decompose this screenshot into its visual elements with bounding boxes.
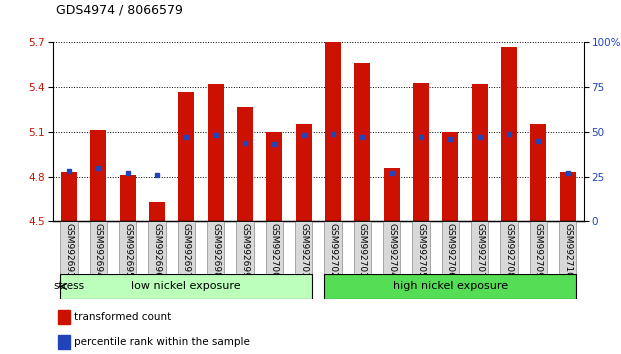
- FancyBboxPatch shape: [89, 221, 107, 274]
- Bar: [61, 172, 77, 221]
- Text: GSM992709: GSM992709: [534, 223, 543, 278]
- Bar: [58, 310, 70, 324]
- Text: GSM992705: GSM992705: [417, 223, 425, 278]
- Text: GSM992701: GSM992701: [299, 223, 308, 278]
- Text: percentile rank within the sample: percentile rank within the sample: [74, 337, 250, 347]
- Text: GSM992704: GSM992704: [387, 223, 396, 278]
- FancyBboxPatch shape: [148, 221, 166, 274]
- Text: GSM992703: GSM992703: [358, 223, 367, 278]
- Text: GSM992706: GSM992706: [446, 223, 455, 278]
- Text: GSM992710: GSM992710: [563, 223, 572, 278]
- Bar: [325, 42, 341, 221]
- FancyBboxPatch shape: [119, 221, 136, 274]
- Bar: [119, 175, 135, 221]
- Text: GSM992694: GSM992694: [94, 223, 102, 278]
- Text: transformed count: transformed count: [74, 312, 171, 322]
- FancyBboxPatch shape: [412, 221, 430, 274]
- Text: GDS4974 / 8066579: GDS4974 / 8066579: [56, 4, 183, 17]
- Text: GSM992702: GSM992702: [329, 223, 337, 278]
- FancyBboxPatch shape: [60, 274, 312, 299]
- Bar: [149, 202, 165, 221]
- Text: GSM992699: GSM992699: [240, 223, 250, 278]
- Bar: [237, 107, 253, 221]
- Bar: [442, 132, 458, 221]
- Bar: [501, 47, 517, 221]
- Bar: [58, 335, 70, 349]
- FancyBboxPatch shape: [559, 221, 576, 274]
- FancyBboxPatch shape: [442, 221, 459, 274]
- Bar: [207, 84, 224, 221]
- Text: GSM992707: GSM992707: [475, 223, 484, 278]
- FancyBboxPatch shape: [471, 221, 488, 274]
- FancyBboxPatch shape: [60, 221, 78, 274]
- Bar: [354, 63, 370, 221]
- Text: GSM992698: GSM992698: [211, 223, 220, 278]
- Bar: [384, 167, 400, 221]
- Text: GSM992700: GSM992700: [270, 223, 279, 278]
- FancyBboxPatch shape: [236, 221, 253, 274]
- Bar: [413, 83, 429, 221]
- Bar: [560, 172, 576, 221]
- Text: GSM992708: GSM992708: [504, 223, 514, 278]
- Bar: [178, 92, 194, 221]
- FancyBboxPatch shape: [295, 221, 312, 274]
- FancyBboxPatch shape: [383, 221, 401, 274]
- Text: GSM992695: GSM992695: [123, 223, 132, 278]
- Text: low nickel exposure: low nickel exposure: [132, 281, 241, 291]
- Bar: [471, 84, 487, 221]
- Text: GSM992693: GSM992693: [65, 223, 73, 278]
- FancyBboxPatch shape: [353, 221, 371, 274]
- Bar: [296, 124, 312, 221]
- Text: GSM992697: GSM992697: [182, 223, 191, 278]
- FancyBboxPatch shape: [266, 221, 283, 274]
- Text: stress: stress: [53, 281, 84, 291]
- Bar: [530, 124, 546, 221]
- Bar: [266, 132, 283, 221]
- FancyBboxPatch shape: [530, 221, 547, 274]
- Text: high nickel exposure: high nickel exposure: [392, 281, 508, 291]
- FancyBboxPatch shape: [324, 221, 342, 274]
- FancyBboxPatch shape: [501, 221, 517, 274]
- Bar: [90, 130, 106, 221]
- FancyBboxPatch shape: [324, 274, 576, 299]
- FancyBboxPatch shape: [178, 221, 195, 274]
- Text: GSM992696: GSM992696: [152, 223, 161, 278]
- FancyBboxPatch shape: [207, 221, 224, 274]
